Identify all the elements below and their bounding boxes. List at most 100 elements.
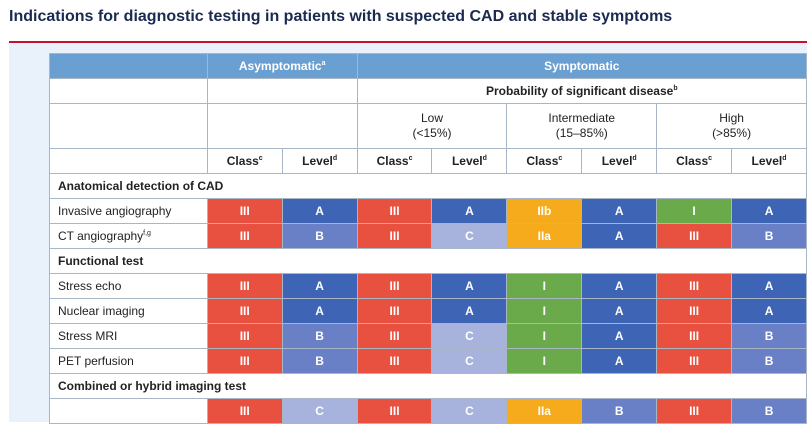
class-column-header: Classc <box>656 148 733 174</box>
table-row: Invasive angiography III A III A IIb A I A <box>49 198 807 224</box>
class-cell: I <box>506 348 583 374</box>
class-cell: III <box>656 398 733 424</box>
test-name: CT angiographyf,g <box>49 223 208 249</box>
level-cell: A <box>731 273 807 299</box>
class-header-footnote: c <box>258 155 263 162</box>
test-name-label: Stress echo <box>58 279 122 293</box>
level-column-header: Leveld <box>581 148 658 174</box>
class-header-label: Class <box>526 154 559 168</box>
level-cell: B <box>731 398 807 424</box>
class-cell: III <box>206 198 283 224</box>
class-header-label: Class <box>376 154 409 168</box>
test-name-footnote: f,g <box>143 230 151 237</box>
test-name: Stress MRI <box>49 323 208 349</box>
level-cell: A <box>281 198 358 224</box>
table-row: Stress MRI III B III C I A III B <box>49 323 807 349</box>
header-symptomatic: Symptomatic <box>356 53 807 79</box>
level-cell: A <box>731 298 807 324</box>
level-cell: C <box>431 398 508 424</box>
page-title: Indications for diagnostic testing in pa… <box>9 8 673 25</box>
probability-label: Probability of significant disease <box>485 84 674 98</box>
intermediate-label: Intermediate <box>548 111 616 125</box>
level-cell: A <box>581 298 658 324</box>
header-intermediate: Intermediate (15–85%) <box>506 103 658 149</box>
prob-corner <box>49 78 208 104</box>
class-column-header: Classc <box>206 148 283 174</box>
class-cell: III <box>206 323 283 349</box>
level-cell: A <box>581 273 658 299</box>
level-cell: A <box>581 323 658 349</box>
class-cell: IIb <box>506 198 583 224</box>
section-header: Combined or hybrid imaging test <box>49 373 807 399</box>
test-name: Invasive angiography <box>49 198 208 224</box>
class-cell: III <box>206 398 283 424</box>
level-cell: A <box>581 348 658 374</box>
class-cell: III <box>356 348 433 374</box>
prob-asym-blank <box>206 78 358 104</box>
level-cell: C <box>281 398 358 424</box>
class-cell: III <box>356 198 433 224</box>
level-cell: B <box>731 223 807 249</box>
class-cell: IIa <box>506 398 583 424</box>
class-header-label: Class <box>676 154 709 168</box>
class-cell: III <box>356 223 433 249</box>
class-cell: I <box>506 298 583 324</box>
level-header-footnote: d <box>632 155 637 162</box>
test-name: Stress echo <box>49 273 208 299</box>
level-cell: B <box>731 348 807 374</box>
level-cell: A <box>581 223 658 249</box>
indications-table: Asymptomatica Symptomatic Probability of… <box>49 53 807 424</box>
high-label: High <box>719 111 744 125</box>
intermediate-range: (15–85%) <box>555 126 608 140</box>
header-asymptomatic: Asymptomatica <box>206 53 358 79</box>
level-cell: B <box>581 398 658 424</box>
level-corner <box>49 148 208 174</box>
class-cell: III <box>656 323 733 349</box>
level-cell: C <box>431 223 508 249</box>
test-name-label: CT angiography <box>58 229 144 243</box>
table-row: PET perfusion III B III C I A III B <box>49 348 807 374</box>
section-header: Anatomical detection of CAD <box>49 173 807 199</box>
level-header-label: Level <box>302 154 333 168</box>
level-cell: A <box>281 298 358 324</box>
test-name-label: Nuclear imaging <box>58 304 145 318</box>
test-name-label: Stress MRI <box>58 329 118 343</box>
class-cell: IIa <box>506 223 583 249</box>
level-column-header: Leveld <box>731 148 807 174</box>
class-cell: III <box>206 273 283 299</box>
level-cell: B <box>281 348 358 374</box>
class-column-header: Classc <box>356 148 433 174</box>
level-column-header: Leveld <box>431 148 508 174</box>
level-cell: A <box>731 198 807 224</box>
header-corner <box>49 53 208 79</box>
low-label: Low <box>420 111 443 125</box>
header-probability: Probability of significant diseaseb <box>356 78 807 104</box>
low-range: (<15%) <box>412 126 452 140</box>
level-header-footnote: d <box>482 155 487 162</box>
level-column-header: Leveld <box>281 148 358 174</box>
test-name <box>49 398 208 424</box>
class-cell: III <box>656 273 733 299</box>
class-cell: III <box>356 298 433 324</box>
level-header-label: Level <box>601 154 633 168</box>
class-cell: III <box>656 223 733 249</box>
title-underline <box>9 41 807 43</box>
section-header: Functional test <box>49 248 807 274</box>
class-cell: I <box>506 323 583 349</box>
level-cell: B <box>281 223 358 249</box>
cat-corner <box>49 103 208 149</box>
class-cell: I <box>506 273 583 299</box>
class-header-footnote: c <box>708 155 713 162</box>
class-cell: III <box>356 323 433 349</box>
class-header-footnote: c <box>558 155 563 162</box>
class-cell: III <box>356 398 433 424</box>
cat-asym-blank <box>206 103 358 149</box>
class-cell: I <box>656 198 733 224</box>
level-header-footnote: d <box>332 155 338 162</box>
class-cell: III <box>206 298 283 324</box>
table-row: Stress echo III A III A I A III A <box>49 273 807 299</box>
level-cell: A <box>431 273 508 299</box>
level-cell: A <box>431 198 508 224</box>
level-cell: A <box>581 198 658 224</box>
test-name: Nuclear imaging <box>49 298 208 324</box>
